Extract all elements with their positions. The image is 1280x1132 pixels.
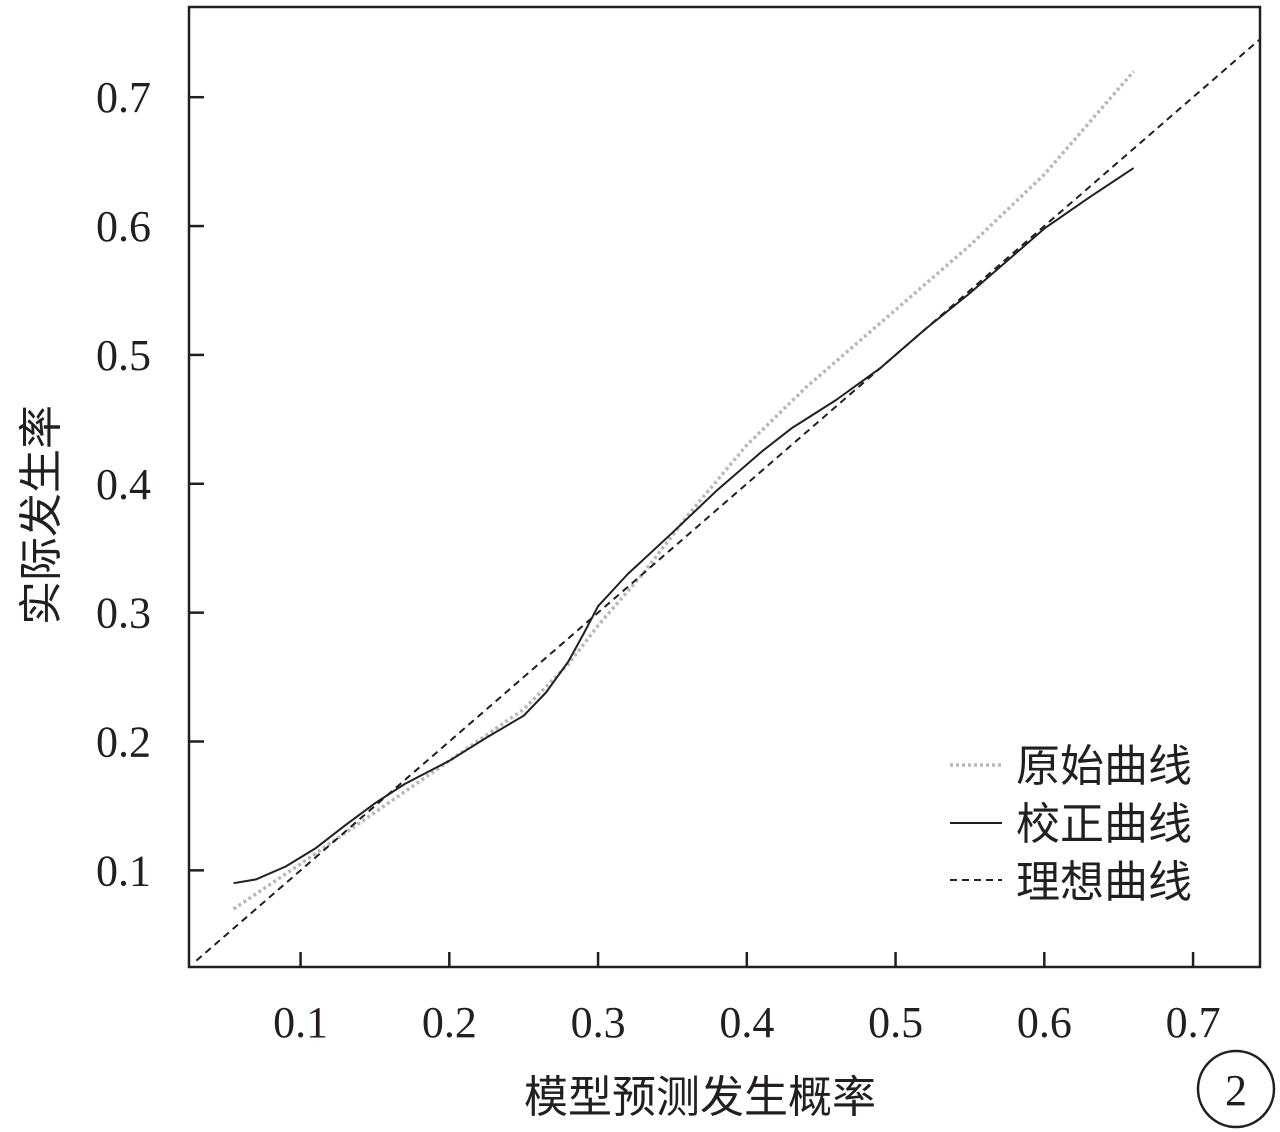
series-layer <box>195 38 1261 962</box>
legend: 原始曲线 校正曲线 理想曲线 <box>950 741 1192 908</box>
x-tick-label: 0.2 <box>422 998 477 1047</box>
y-axis: 0.1 0.2 0.3 0.4 0.5 0.6 0.7 <box>96 73 204 895</box>
plot-frame <box>187 5 1262 969</box>
legend-label-calibrated: 校正曲线 <box>1016 799 1192 850</box>
y-tick-label: 0.2 <box>96 717 151 766</box>
x-tick-label: 0.6 <box>1017 998 1072 1047</box>
series-line-calibrated <box>233 167 1135 885</box>
badge-number: 2 <box>1225 1066 1247 1115</box>
x-tick-label: 0.1 <box>273 998 328 1047</box>
y-tick-label: 0.6 <box>96 202 151 251</box>
y-tick-label: 0.7 <box>96 73 151 122</box>
x-tick-label: 0.5 <box>868 998 923 1047</box>
legend-label-original: 原始曲线 <box>1016 741 1192 792</box>
series-line-ideal <box>195 38 1261 962</box>
x-tick-label: 0.7 <box>1166 998 1221 1047</box>
y-axis-title: 实际发生率 <box>16 405 67 625</box>
badge-circle <box>1196 1049 1276 1129</box>
y-tick-label: 0.3 <box>96 589 151 638</box>
x-axis-title: 模型预测发生概率 <box>524 1072 876 1123</box>
series-line-original <box>232 70 1135 911</box>
y-tick-label: 0.1 <box>96 846 151 895</box>
y-tick-label: 0.5 <box>96 331 151 380</box>
y-tick-label: 0.4 <box>96 460 151 509</box>
figure-number-badge: 2 <box>1196 1049 1276 1129</box>
legend-label-ideal: 理想曲线 <box>1016 857 1192 908</box>
x-tick-label: 0.3 <box>571 998 626 1047</box>
x-axis: 0.1 0.2 0.3 0.4 0.5 0.6 0.7 <box>273 952 1221 1047</box>
x-tick-label: 0.4 <box>719 998 774 1047</box>
